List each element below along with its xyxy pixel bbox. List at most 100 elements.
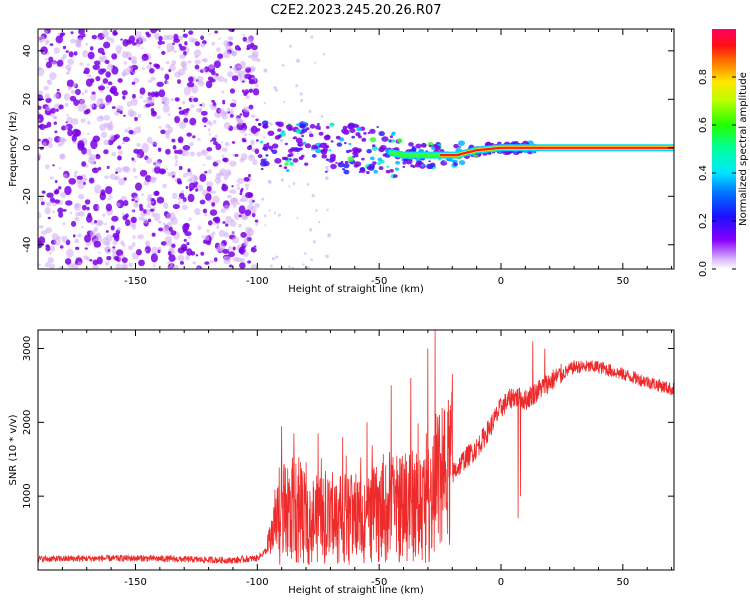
spectrogram-noise-blob [105, 185, 113, 195]
spectrogram-noise-blob [232, 204, 237, 208]
spectrogram-noise-blob [132, 93, 136, 99]
spectrogram-noise-blob [66, 79, 75, 88]
spectrogram-noise-blob [217, 53, 224, 60]
spectrogram-noise-blob [170, 230, 177, 236]
spectrogram-noise-blob [248, 88, 254, 93]
spectrogram-noise-blob [191, 84, 199, 94]
spectrogram-noise-blob [132, 167, 137, 173]
spectrogram-signal-blob [295, 128, 302, 134]
spectrogram-noise-blob [153, 212, 161, 222]
spectrogram-noise-blob [171, 192, 178, 200]
spectrogram-noise-blob [174, 71, 181, 78]
spectrogram-noise-blob [248, 144, 252, 148]
spectrogram-noise-blob [71, 263, 79, 269]
spectrogram-noise-blob [54, 199, 61, 204]
spectrogram-noise-blob [210, 105, 218, 111]
spectrogram-noise-blob [247, 204, 254, 211]
spectrogram-noise-blob [138, 40, 142, 44]
spectrogram-noise-blob [170, 97, 174, 102]
spectrogram-signal-blob [256, 128, 261, 132]
spectrogram-noise-blob [96, 36, 101, 40]
spectrogram-noise-blob [202, 163, 206, 166]
spectrogram-noise-blob [94, 184, 102, 194]
spectrogram-noise-blob [244, 226, 253, 233]
spectrogram-noise-blob [58, 211, 64, 218]
spectrogram-noise-blob [70, 89, 76, 95]
spectrogram-noise-blob [75, 88, 81, 96]
spectrogram-noise-blob [172, 145, 177, 150]
spectrogram-signal-blob [260, 158, 266, 163]
spectrogram-noise-blob [168, 254, 176, 262]
spectrogram-noise-blob [231, 189, 237, 195]
spectrogram-noise-blob [93, 203, 100, 212]
spectrogram-noise-blob [136, 154, 141, 159]
spectrogram-noise-blob [234, 63, 241, 69]
spectrogram-noise-blob [235, 257, 242, 263]
spectrogram-signal-blob [293, 136, 298, 140]
spectrogram-noise-blob [104, 222, 108, 226]
spectrogram-noise-blob [131, 198, 135, 202]
spectrogram-noise-blob [151, 212, 156, 217]
spectrogram-noise-blob [131, 157, 135, 161]
spectrogram-noise-blob [221, 147, 228, 152]
spectrogram-noise-blob [236, 178, 244, 184]
spectrogram-faint-speckle [325, 254, 329, 259]
spectrogram-noise-blob [248, 104, 254, 110]
spectrogram-signal-blob [373, 169, 378, 174]
spectrogram-noise-blob [64, 185, 72, 196]
spectrogram-noise-blob [160, 241, 167, 246]
spectrogram-signal-blob [325, 145, 329, 148]
spectrogram-noise-blob [105, 203, 113, 212]
spectrogram-noise-blob [67, 129, 73, 137]
colorbar-ticks: 0.0 0.2 0.4 0.6 0.8 [698, 69, 736, 277]
spectrogram-noise-blob [174, 115, 181, 124]
spectrogram-noise-blob [213, 119, 217, 124]
spectrogram-noise-blob [216, 47, 221, 53]
spectrogram-noise-blob [63, 93, 71, 101]
spectrogram-noise-blob [157, 249, 161, 254]
spectrogram-noise-blob [151, 232, 156, 237]
spectrogram-noise-blob [89, 259, 93, 262]
spectrogram-signal-blob [453, 143, 459, 149]
spectrogram-noise-blob [252, 88, 260, 96]
colorbar-tick-label: 0.8 [698, 69, 709, 85]
spectrogram-signal-blob [277, 128, 282, 132]
spectrogram-noise-blob [141, 193, 144, 197]
spectrogram-signal-blob [356, 124, 360, 128]
spectrogram-noise-blob [103, 149, 109, 155]
spectrogram-noise-blob [158, 227, 163, 232]
spectrogram-noise-blob [44, 206, 51, 215]
spectrogram-noise-blob [147, 96, 155, 105]
spectrogram-noise-blob [89, 103, 95, 108]
spectrogram-signal-blob [281, 130, 285, 133]
spectrogram-faint-speckle [306, 182, 310, 186]
spectrogram-noise-blob [163, 223, 170, 232]
spectrogram-signal-blob [329, 157, 336, 162]
spectrogram-faint-speckle [288, 185, 291, 188]
spectrogram-noise-blob [167, 251, 172, 256]
spectrogram-noise-blob [162, 104, 170, 113]
spectrogram-noise-blob [87, 120, 91, 125]
spectrogram-noise-blob [133, 77, 140, 84]
spectrogram-noise-blob [195, 254, 199, 257]
spectrogram-noise-blob [143, 249, 147, 252]
spectrogram-noise-blob [41, 230, 48, 235]
spectrogram-faint-speckle [308, 109, 312, 113]
spectrogram-noise-blob [169, 262, 174, 266]
spectrogram-noise-blob [154, 92, 159, 97]
spectrogram-noise-blob [49, 72, 57, 80]
spectrogram-noise-blob [45, 105, 52, 112]
spectrogram-signal-blob [289, 158, 292, 161]
spectrogram-signal-blob [377, 157, 383, 162]
spectrogram-signal-blob [372, 161, 377, 165]
spectrogram-noise-blob [244, 209, 252, 217]
spectrogram-noise-blob [134, 175, 138, 179]
spectrogram-signal-blob [321, 154, 328, 159]
spectrogram-noise-blob [72, 83, 77, 88]
spectrogram-noise-blob [38, 263, 41, 267]
spectrogram-noise-blob [194, 41, 201, 47]
spectrogram-noise-blob [185, 186, 189, 190]
spectrogram-noise-blob [231, 230, 236, 236]
spectrogram-noise-blob [96, 256, 103, 265]
spectrogram-noise-blob [76, 175, 83, 181]
